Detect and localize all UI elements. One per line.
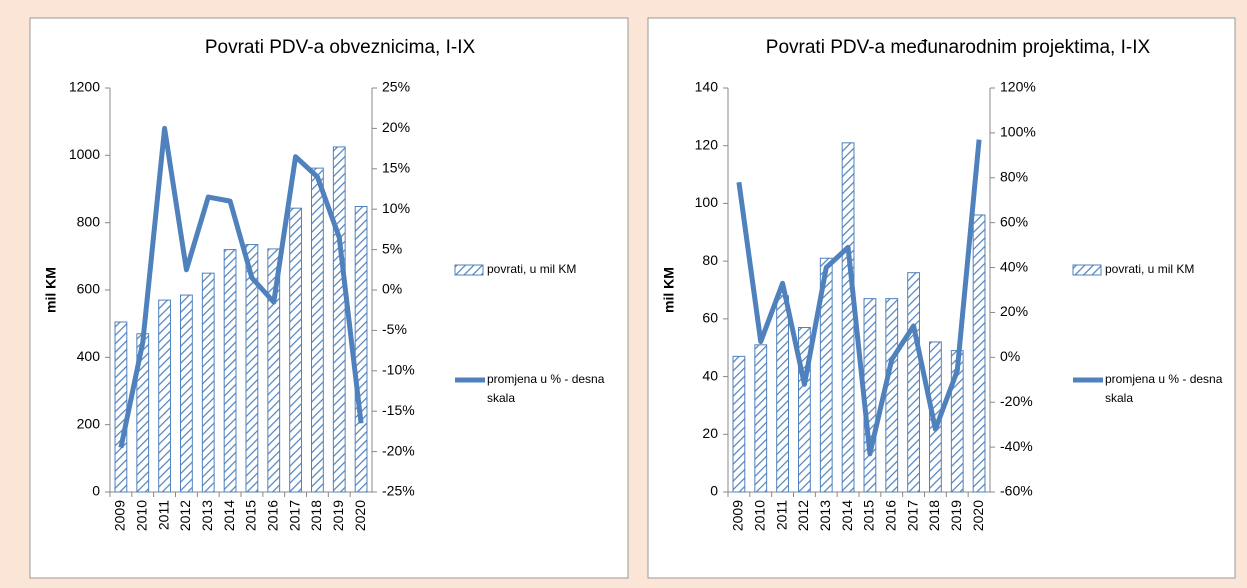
x-tick-label: 2011 bbox=[155, 500, 171, 530]
y2-tick-label: 80% bbox=[1000, 168, 1028, 184]
y2-tick-label: -60% bbox=[1000, 483, 1033, 499]
x-tick-label: 2012 bbox=[177, 500, 193, 531]
bar bbox=[223, 249, 237, 493]
y-tick-label: 40 bbox=[702, 367, 718, 383]
x-tick-label: 2017 bbox=[286, 500, 302, 531]
x-tick-label: 2018 bbox=[308, 500, 324, 531]
legend-swatch bbox=[454, 264, 484, 276]
x-tick-label: 2013 bbox=[817, 500, 833, 531]
x-tick-label: 2009 bbox=[112, 500, 128, 531]
y2-tick-label: 100% bbox=[1000, 124, 1036, 140]
y-tick-label: 100 bbox=[695, 194, 719, 210]
y2-tick-label: 0% bbox=[382, 281, 402, 297]
bar bbox=[907, 272, 920, 493]
y-tick-label: 1000 bbox=[69, 146, 100, 162]
x-tick-label: 2010 bbox=[133, 500, 149, 531]
bar bbox=[798, 327, 811, 493]
bar bbox=[885, 298, 899, 493]
bar bbox=[776, 295, 789, 493]
y-tick-label: 20 bbox=[702, 425, 718, 441]
x-tick-label: 2015 bbox=[861, 500, 877, 531]
y2-tick-label: 10% bbox=[382, 200, 410, 216]
y-tick-label: 120 bbox=[695, 136, 719, 152]
y-tick-label: 600 bbox=[77, 281, 101, 297]
y2-tick-label: 120% bbox=[1000, 79, 1036, 95]
legend-label: promjena u % - desna skala bbox=[1105, 372, 1223, 405]
y2-tick-label: -15% bbox=[382, 402, 415, 418]
y2-tick-label: 20% bbox=[1000, 303, 1028, 319]
line bbox=[118, 125, 364, 449]
bar bbox=[732, 355, 746, 493]
y2-tick-label: -5% bbox=[382, 321, 407, 337]
y2-tick-label: -20% bbox=[1000, 393, 1033, 409]
bar bbox=[289, 207, 302, 493]
bar bbox=[311, 167, 324, 493]
x-tick-label: 2016 bbox=[264, 500, 280, 531]
bar bbox=[158, 299, 171, 493]
y2-tick-label: -10% bbox=[382, 362, 415, 378]
x-tick-label: 2014 bbox=[221, 500, 237, 531]
x-tick-label: 2014 bbox=[839, 500, 855, 531]
y2-tick-label: -40% bbox=[1000, 438, 1033, 454]
bar bbox=[267, 248, 281, 493]
y-tick-label: 140 bbox=[695, 79, 719, 95]
y2-tick-label: -25% bbox=[382, 483, 415, 499]
y2-tick-label: 0% bbox=[1000, 348, 1020, 364]
x-tick-label: 2012 bbox=[795, 500, 811, 531]
x-tick-label: 2011 bbox=[773, 500, 789, 530]
bar bbox=[841, 142, 855, 493]
y-tick-label: 1200 bbox=[69, 79, 100, 95]
legend-entry: promjena u % - desna skala bbox=[1105, 372, 1223, 405]
y2-tick-label: 5% bbox=[382, 240, 402, 256]
y-tick-label: 80 bbox=[702, 252, 718, 268]
chart-title: Povrati PDV-a međunarodnim projektima, I… bbox=[766, 37, 1151, 58]
legend-entry: povrati, u mil KM bbox=[487, 262, 577, 276]
legend-entry: povrati, u mil KM bbox=[1105, 262, 1195, 276]
x-tick-label: 2020 bbox=[970, 500, 986, 531]
legend-label: povrati, u mil KM bbox=[1105, 262, 1195, 276]
legend-label: promjena u % - desna skala bbox=[487, 372, 605, 405]
panel bbox=[29, 17, 629, 579]
chart-title: Povrati PDV-a obveznicima, I-IX bbox=[205, 37, 476, 58]
y2-tick-label: 25% bbox=[382, 79, 410, 95]
bar bbox=[201, 272, 215, 493]
y-tick-label: 200 bbox=[77, 415, 101, 431]
x-tick-label: 2019 bbox=[330, 500, 346, 531]
legend-swatch bbox=[1072, 264, 1102, 276]
x-tick-label: 2018 bbox=[926, 500, 942, 531]
bar bbox=[180, 294, 193, 493]
y-axis-label: mil KM bbox=[661, 267, 677, 313]
x-tick-label: 2020 bbox=[352, 500, 368, 531]
bar bbox=[354, 206, 368, 493]
bar bbox=[114, 321, 128, 493]
y-tick-label: 0 bbox=[710, 483, 718, 499]
y-tick-label: 60 bbox=[702, 310, 718, 326]
y-tick-label: 400 bbox=[77, 348, 101, 364]
y2-tick-label: 15% bbox=[382, 160, 410, 176]
bar bbox=[819, 257, 833, 493]
bar bbox=[332, 146, 346, 493]
y2-tick-label: 40% bbox=[1000, 258, 1028, 274]
x-tick-label: 2015 bbox=[243, 500, 259, 531]
bar bbox=[754, 344, 768, 493]
x-tick-label: 2013 bbox=[199, 500, 215, 531]
x-tick-label: 2009 bbox=[730, 500, 746, 531]
x-tick-label: 2019 bbox=[948, 500, 964, 531]
y-tick-label: 800 bbox=[77, 213, 101, 229]
bar bbox=[972, 214, 986, 493]
legend-entry: promjena u % - desna skala bbox=[487, 372, 605, 405]
line bbox=[736, 139, 982, 457]
bar bbox=[245, 244, 259, 493]
y2-tick-label: 20% bbox=[382, 119, 410, 135]
y2-tick-label: -20% bbox=[382, 442, 415, 458]
x-tick-label: 2010 bbox=[751, 500, 767, 531]
legend-label: povrati, u mil KM bbox=[487, 262, 577, 276]
y2-tick-label: 60% bbox=[1000, 213, 1028, 229]
y-axis-label: mil KM bbox=[43, 267, 59, 313]
y-tick-label: 0 bbox=[92, 483, 100, 499]
x-tick-label: 2016 bbox=[882, 500, 898, 531]
x-tick-label: 2017 bbox=[904, 500, 920, 531]
